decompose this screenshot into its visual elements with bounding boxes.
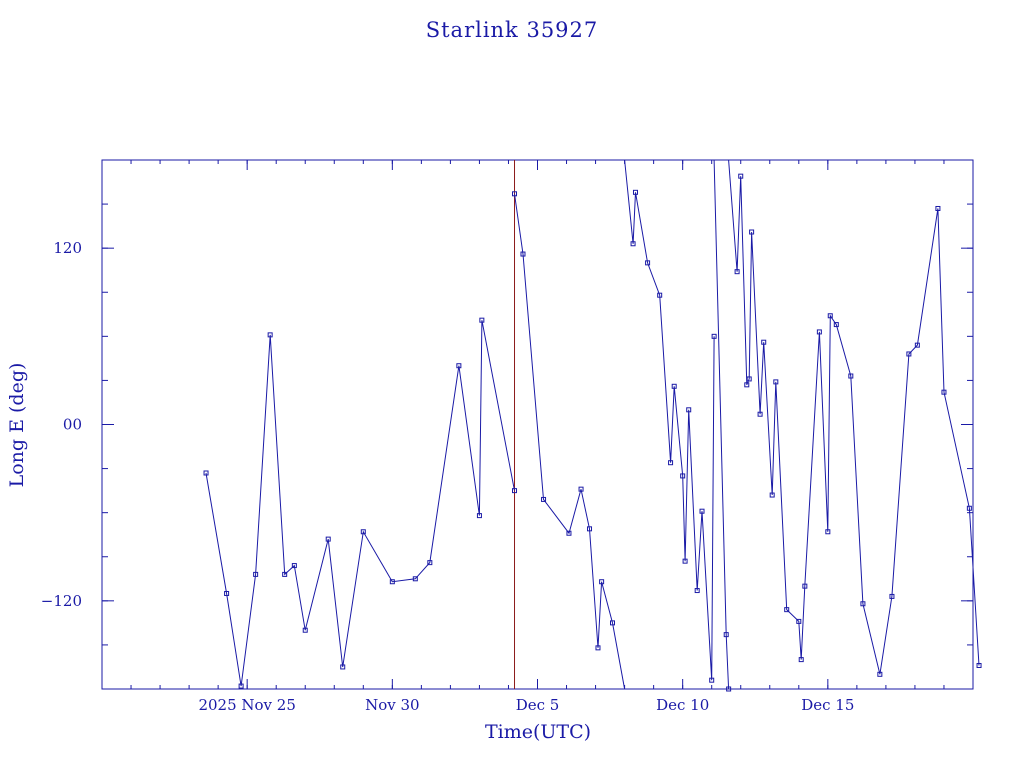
data-point [610, 620, 616, 626]
data-point [325, 536, 331, 542]
data-point [773, 379, 779, 385]
data-point [645, 260, 651, 266]
data-point [238, 683, 244, 689]
data-point [709, 677, 715, 683]
data-point [476, 513, 482, 519]
series-line [728, 159, 980, 675]
series-line [514, 193, 626, 690]
data-point [833, 322, 839, 328]
data-point [282, 571, 288, 577]
data-point [914, 342, 920, 348]
data-point [738, 173, 744, 179]
data-point [427, 560, 433, 566]
data-point [848, 373, 854, 379]
data-point [541, 496, 547, 502]
data-point [512, 488, 518, 494]
data-point [784, 607, 790, 613]
data-point [224, 590, 230, 596]
data-point [749, 229, 755, 235]
data-point [630, 241, 636, 247]
data-point [723, 632, 729, 638]
data-point [599, 579, 605, 585]
data-point [671, 383, 677, 389]
data-point [680, 473, 686, 479]
data-point [976, 662, 982, 668]
data-point [595, 645, 601, 651]
data-point [291, 563, 297, 569]
data-point [699, 508, 705, 514]
data-point [520, 251, 526, 257]
data-point [816, 329, 822, 335]
y-axis-ticks: 120 00 −120 [41, 159, 973, 690]
data-point [578, 486, 584, 492]
data-point [686, 407, 692, 413]
y-tick-label: 00 [63, 416, 82, 434]
data-point [711, 333, 717, 339]
y-tick-label: −120 [41, 592, 82, 610]
data-point [734, 269, 740, 275]
data-point [389, 579, 395, 585]
data-point [340, 664, 346, 670]
data-point [889, 593, 895, 599]
x-axis-label: Time(UTC) [485, 721, 591, 743]
x-tick-label: Dec 15 [801, 696, 854, 714]
data-point [412, 576, 418, 582]
x-tick-label: 2025 Nov 25 [198, 696, 295, 714]
x-tick-label: Dec 10 [656, 696, 709, 714]
data-point [966, 505, 972, 511]
data-point [798, 657, 804, 663]
data-point [203, 470, 209, 476]
data-point [796, 618, 802, 624]
y-tick-label: 120 [53, 239, 82, 257]
data-point [825, 529, 831, 535]
data-point [657, 292, 663, 298]
data-point [632, 189, 638, 195]
data-point [769, 492, 775, 498]
data-point [456, 363, 462, 369]
data-point [744, 382, 750, 388]
x-axis-ticks: 2025 Nov 25 Nov 30 Dec 5 Dec 10 Dec 15 [101, 160, 974, 714]
data-point [512, 191, 518, 197]
data-point [827, 313, 833, 319]
series-line [205, 320, 515, 687]
data-point [877, 671, 883, 677]
x-tick-label: Dec 5 [516, 696, 560, 714]
data-point [906, 351, 912, 357]
data-point [694, 588, 700, 594]
series-layer [203, 159, 982, 692]
data-point [761, 339, 767, 345]
data-point [935, 205, 941, 211]
data-point [360, 529, 366, 535]
series-line [624, 159, 715, 681]
data-point [941, 389, 947, 395]
data-point [746, 376, 752, 382]
data-point [726, 686, 732, 692]
data-point [587, 526, 593, 532]
chart-title: Starlink 35927 [426, 18, 599, 42]
data-point [566, 530, 572, 536]
data-point [302, 627, 308, 633]
y-axis-label: Long E (deg) [6, 363, 28, 488]
series-line [713, 159, 730, 690]
data-point [253, 571, 259, 577]
data-point [802, 583, 808, 589]
data-point [757, 411, 763, 417]
data-point [267, 332, 273, 338]
x-tick-label: Nov 30 [365, 696, 420, 714]
data-point [668, 460, 674, 466]
data-point [860, 601, 866, 607]
data-point [682, 558, 688, 564]
data-point [479, 317, 485, 323]
